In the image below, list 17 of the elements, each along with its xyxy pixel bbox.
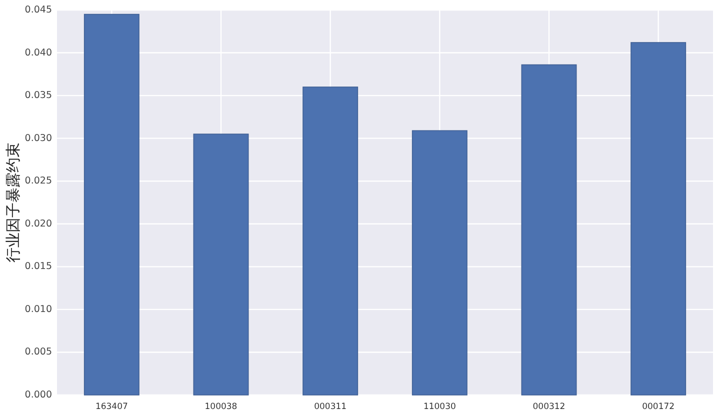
y-tick-label: 0.045 [24,4,52,16]
y-tick-label: 0.010 [24,304,52,315]
x-tick-label: 000172 [642,402,675,412]
y-tick-label: 0.030 [24,132,52,144]
x-tick-label: 163407 [95,402,128,412]
y-tick-label: 0.020 [24,218,52,230]
y-axis-title: 行业因子暴露约束 [4,142,22,262]
x-tick-label: 100038 [204,402,238,412]
x-tick-label: 110030 [423,402,456,412]
y-tick-label: 0.035 [24,90,52,102]
x-tick-label: 000311 [314,402,347,412]
y-tick-label: 0.040 [24,47,52,58]
y-tick-label: 0.000 [24,390,52,400]
y-tick-label: 0.025 [24,176,52,187]
x-tick-label: 000312 [532,402,566,412]
y-tick-label: 0.005 [24,346,52,358]
y-tick-label: 0.015 [24,261,52,272]
